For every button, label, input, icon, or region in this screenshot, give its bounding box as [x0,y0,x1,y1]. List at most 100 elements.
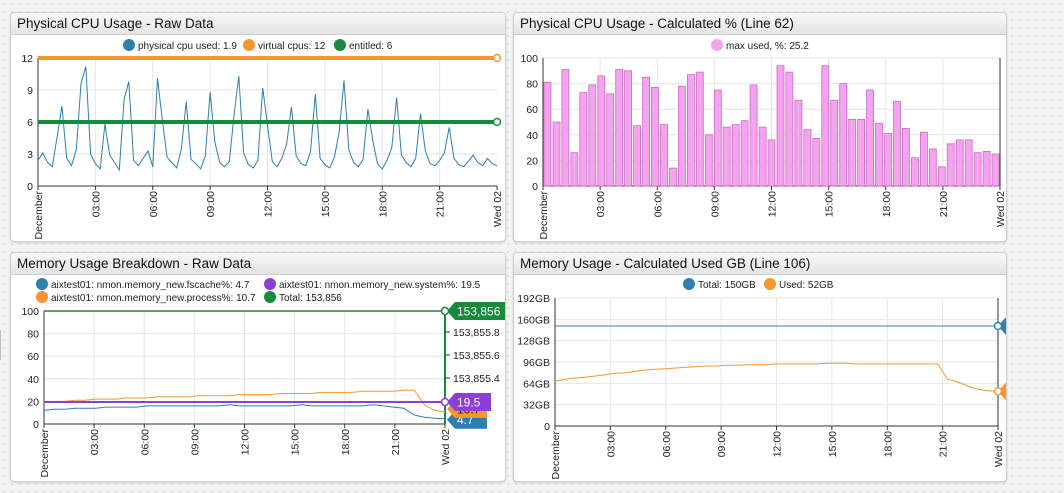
y-tick-label: 20 [526,155,538,167]
cpu-calc-panel: Physical CPU Usage - Calculated % (Line … [513,12,1007,242]
y-tick-label: 80 [526,79,538,91]
bar [803,129,812,187]
legend: aixtest01: nmon.memory_new.fscache%: 4.7… [36,278,481,304]
x-tick-label: 09:00 [716,431,728,457]
bar [552,121,561,187]
bar [964,139,973,187]
bar [812,138,821,187]
memory-calc-chart: Total: 150GB Used: 52GB 0 32GB 64GB 96GB 128… [517,278,1006,479]
cpu-raw-panel: Physical CPU Usage - Raw Data physical c… [10,12,506,242]
bar [955,139,964,187]
bar [722,126,731,187]
y-tick-label: 96GB [523,357,550,369]
series-line-fscache [43,404,446,420]
plot-area: 0 32GB 64GB 96GB 128GB 160GB 192GB December 03:0… [517,293,1006,479]
bar [767,139,776,187]
bar [543,81,552,187]
bar [615,69,624,187]
bar [919,131,928,187]
bar [839,83,848,187]
bar [794,99,803,187]
bar [740,120,749,187]
y-tick-label: 160GB [517,314,550,326]
bar [884,133,892,187]
bar [776,65,785,187]
y-tick-label: 0 [27,181,33,193]
end-label-total-tag [447,302,505,320]
x-tick-label: 21:00 [938,191,950,217]
y-tick-label: 40 [526,130,538,142]
legend-marker-max-used [711,39,723,51]
y-tick-label: 40 [27,374,39,386]
legend-virtual-cpus: virtual cpus: 12 [258,41,326,52]
bar [570,152,579,187]
x-tick-label: 18:00 [882,431,894,457]
bar [785,71,794,187]
y2-tick-label: 153,855.4 [453,373,500,385]
memory-raw-panel: Memory Usage Breakdown - Raw Data aixtes… [10,252,506,482]
legend-process: aixtest01: nmon.memory_new.process%: 10.… [51,293,256,304]
end-label-total: 153,856 [457,305,501,319]
x-tick-label: Wed 02 [995,191,1006,227]
bar [875,122,883,187]
x-tick-label: 18:00 [377,191,389,217]
plot-area: 0 3 6 9 12 December 03:00 06:00 09:00 12:00 15:00 1… [21,53,504,239]
x-tick-label: 15:00 [290,429,302,455]
x-tick-label: 18:00 [881,191,893,217]
y-tick-label: 32GB [523,400,550,412]
bar [561,69,570,187]
y2-tick-label: 153,855.8 [453,327,500,339]
x-tick-label: 15:00 [827,431,839,457]
bar [677,85,686,187]
x-tick-label: December [33,190,45,239]
x-tick-label: December [550,430,562,479]
bar [669,167,677,187]
y-tick-label: 12 [21,53,33,65]
end-marker-total [440,306,450,316]
legend-system: aixtest01: nmon.memory_new.system%: 19.5 [279,280,481,291]
y-tick-label: 0 [544,421,550,433]
bar [991,153,1000,187]
bar [624,70,632,187]
x-tick-label: 21:00 [390,429,402,455]
y2-tick-label: 153,855.6 [453,350,500,362]
series-line-physical-cpu [37,66,498,172]
end-marker-used [993,387,1003,396]
end-marker-total [993,321,1003,331]
bar [973,152,982,187]
bar [982,151,991,187]
end-marker-entitled [492,117,502,127]
x-tick-label: 06:00 [661,431,673,457]
y-tick-label: 0 [532,181,538,193]
bar [866,89,875,187]
x-tick-label: 12:00 [767,191,779,217]
plot-area: 0 20 40 60 80 100 December 03:00 06:00 09:00 12:00… [21,302,505,477]
end-label-system: 19.5 [457,395,481,409]
memory-raw-chart: aixtest01: nmon.memory_new.fscache%: 4.7… [21,278,505,477]
y-tick-label: 60 [27,351,39,363]
x-tick-label: 18:00 [340,429,352,455]
bar [821,65,830,187]
series-line-used [554,362,999,392]
x-tick-label: 09:00 [189,429,201,455]
x-tick-label: 03:00 [89,429,101,455]
end-label-system-tag [447,392,491,411]
x-tick-label: 03:00 [605,431,617,457]
bar [893,101,901,187]
legend-marker-system [264,278,276,290]
series-line-process [43,389,446,413]
panel-title: Memory Usage Breakdown - Raw Data [11,253,505,275]
x-tick-label: 03:00 [595,191,607,217]
bar [946,143,955,187]
bar [758,126,767,187]
end-marker-virtual-cpus [492,53,502,63]
legend-marker-used [764,278,776,290]
bar [857,119,866,187]
panel-title: Physical CPU Usage - Calculated % (Line … [514,13,1006,35]
y-tick-label: 6 [27,117,33,129]
x-tick-label: 12:00 [263,191,275,217]
bar [713,89,722,187]
x-tick-label: 15:00 [824,191,836,217]
bar [830,99,839,187]
x-tick-label: 21:00 [938,431,950,457]
